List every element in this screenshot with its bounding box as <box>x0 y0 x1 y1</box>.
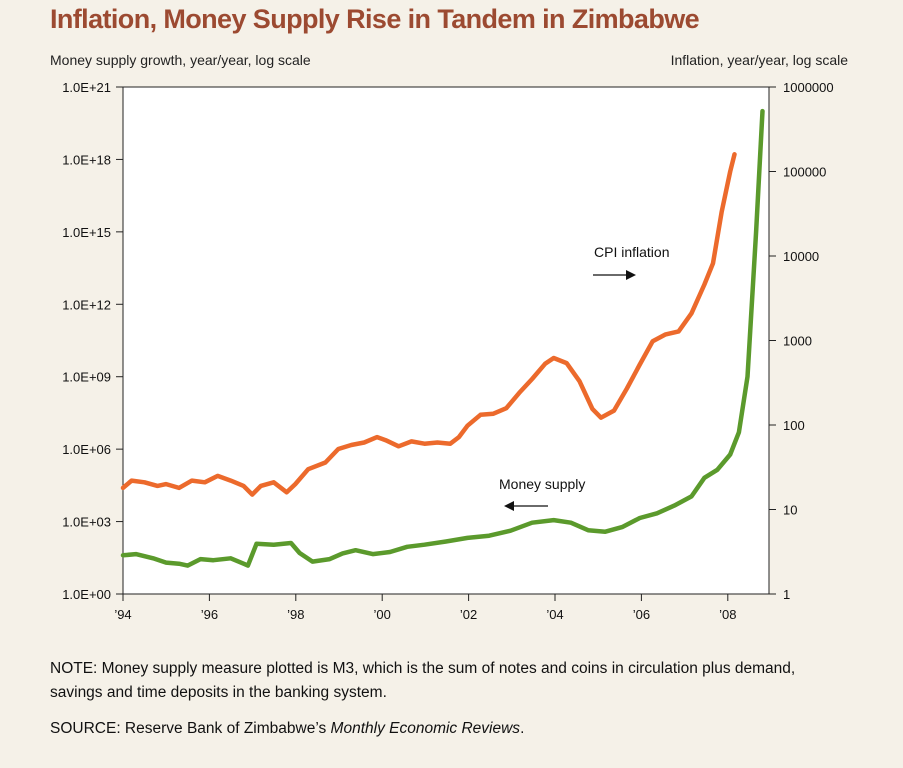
left-axis-tick-label: 1.0E+15 <box>62 225 111 240</box>
right-axis-tick-label: 1000000 <box>783 80 834 95</box>
left-axis-tick-label: 1.0E+00 <box>62 587 111 602</box>
source-publication: Monthly Economic Reviews <box>330 720 521 737</box>
left-axis-tick-label: 1.0E+06 <box>62 442 111 457</box>
source-prefix: SOURCE: Reserve Bank of Zimbabwe’s <box>50 720 331 737</box>
money-supply-annotation: Money supply <box>499 476 585 492</box>
x-axis-tick-label: ’06 <box>633 607 650 622</box>
chart-title: Inflation, Money Supply Rise in Tandem i… <box>50 4 700 34</box>
x-axis-tick-label: ’08 <box>719 607 736 622</box>
right-axis-title: Inflation, year/year, log scale <box>670 52 848 68</box>
left-axis-title: Money supply growth, year/year, log scal… <box>50 52 311 68</box>
left-axis-tick-label: 1.0E+12 <box>62 297 111 312</box>
chart-area: 1.0E+00 1.0E+03 1.0E+06 1.0E+09 1.0E+12 1.0E+… <box>62 80 834 622</box>
right-axis-tick-label: 100 <box>783 418 805 433</box>
x-axis-tick-label: ’02 <box>460 607 477 622</box>
cpi-inflation-line <box>120 152 737 497</box>
money-supply-arrowhead <box>504 501 514 511</box>
right-axis-tick-label: 100000 <box>783 165 826 180</box>
left-axis-tick-label: 1.0E+03 <box>62 515 111 530</box>
cpi-inflation-arrowhead <box>626 270 636 280</box>
x-axis-tick-label: ’96 <box>201 607 218 622</box>
source-line: SOURCE: Reserve Bank of Zimbabwe’s Month… <box>50 717 850 741</box>
x-axis-tick-label: ’98 <box>287 607 304 622</box>
right-axis-tick-label: 10 <box>783 503 797 518</box>
source-suffix: . <box>520 720 525 737</box>
right-axis-tick-label: 1000 <box>783 334 812 349</box>
left-axis-tick-label: 1.0E+09 <box>62 370 111 385</box>
x-axis-tick-label: ’94 <box>114 607 131 622</box>
note-text: NOTE: Money supply measure plotted is M3… <box>50 660 796 701</box>
x-axis-tick-label: ’00 <box>374 607 391 622</box>
money-supply-line <box>120 108 765 568</box>
left-axis-tick-label: 1.0E+18 <box>62 152 111 167</box>
right-axis-tick-label: 1 <box>783 587 790 602</box>
left-axis-tick-label: 1.0E+21 <box>62 80 111 95</box>
right-axis-tick-label: 10000 <box>783 249 819 264</box>
x-axis-tick-label: ’04 <box>546 607 563 622</box>
plot-frame <box>122 86 770 595</box>
cpi-inflation-annotation: CPI inflation <box>594 244 669 260</box>
